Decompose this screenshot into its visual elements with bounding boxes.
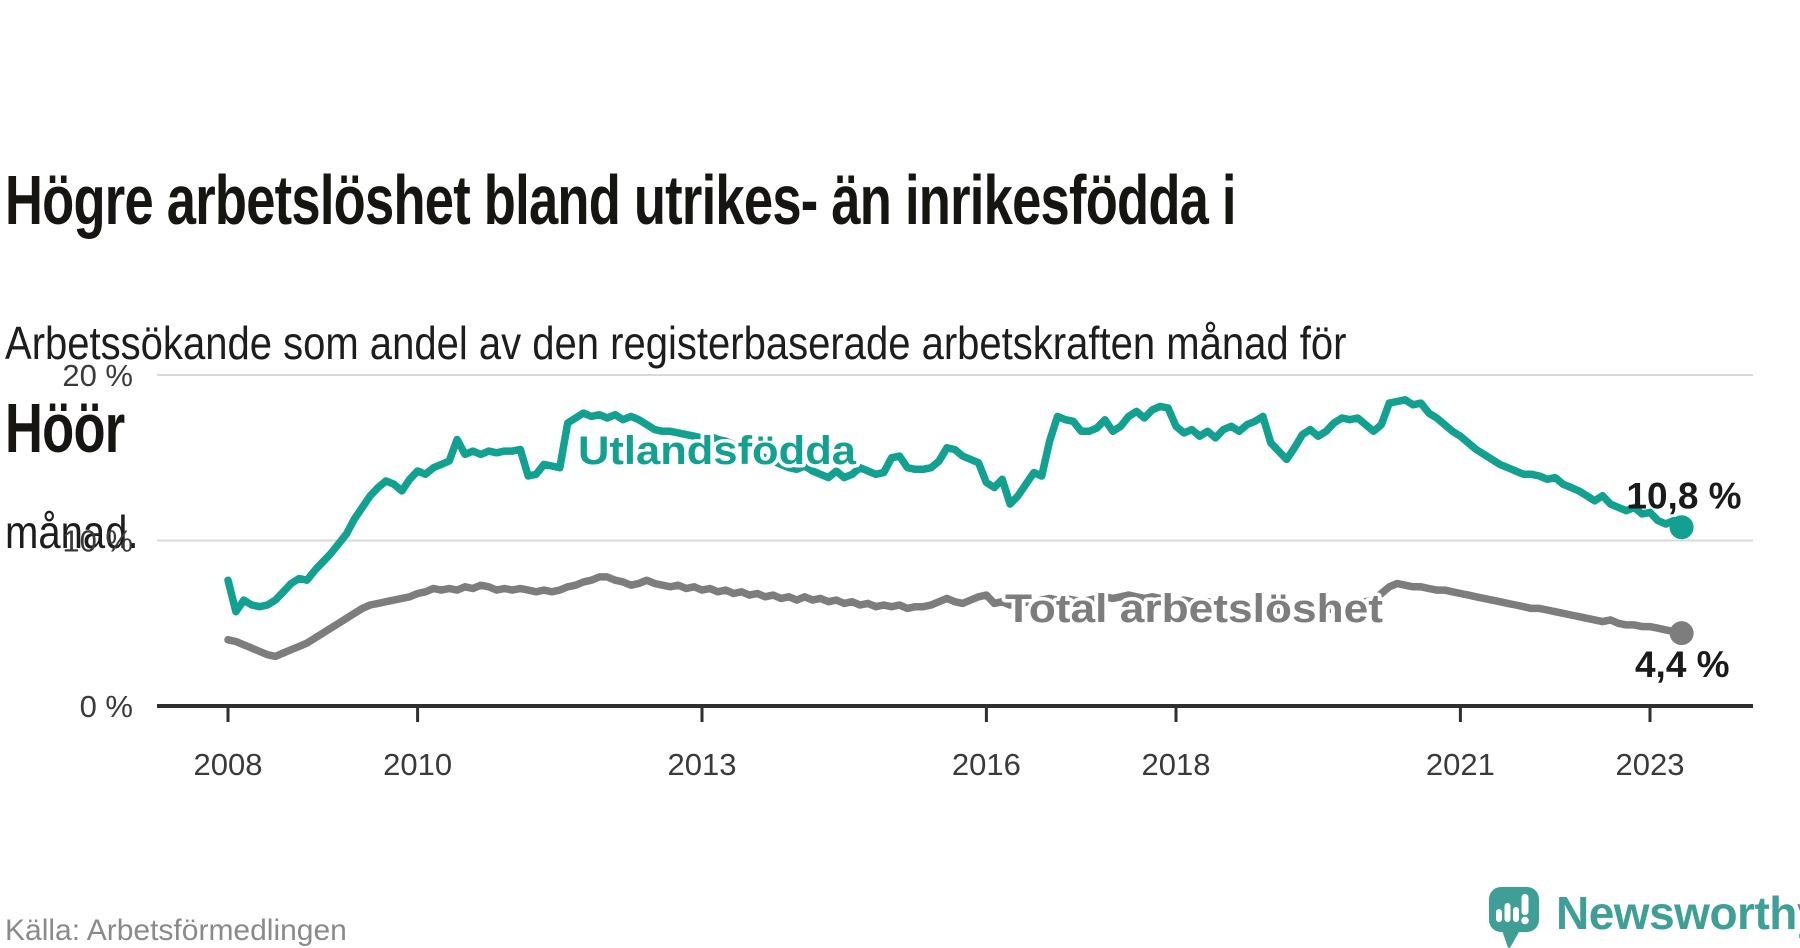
logo-bar-1 [1496, 909, 1502, 922]
page-title: Högre arbetslöshet bland utrikes- än inr… [5, 10, 1237, 618]
x-tick-label: 2023 [1616, 747, 1685, 782]
x-tick-label: 2010 [383, 747, 452, 782]
x-tick-label: 2021 [1426, 747, 1495, 782]
chart-subtitle: Arbetssökande som andel av den registerb… [5, 186, 1346, 690]
series-line-total [224, 573, 1686, 661]
brand-wordmark: Newsworthy [1556, 887, 1800, 939]
newsworthy-logo-icon [1489, 887, 1539, 948]
logo-bar-3 [1513, 907, 1519, 922]
y-axis-labels: 20 % 10 % 0 % [62, 358, 133, 724]
series-lines [224, 396, 1694, 661]
newsworthy-logo: Newsworthy [1489, 887, 1800, 948]
x-axis-labels: 2008 2010 2013 2016 2018 2021 2023 [194, 747, 1685, 782]
series-label-total: Total arbetslöshet [1005, 587, 1383, 631]
series-annotations: 10,8 % 4,4 % Utlandsfödda Total arbetslöshe… [575, 426, 1742, 686]
end-value-label-total: 4,4 % [1635, 644, 1730, 685]
series-end-dot-total [1669, 621, 1694, 646]
x-tick-label: 2016 [952, 747, 1021, 782]
title-line-1: Högre arbetslöshet bland utrikes- än inr… [5, 161, 1237, 239]
x-tick-label: 2013 [668, 747, 737, 782]
subtitle-line-1: Arbetssökande som andel av den registerb… [5, 317, 1347, 369]
gridlines [157, 374, 1753, 542]
x-axis [157, 704, 1753, 722]
source-note: Källa: Arbetsförmedlingen [5, 914, 347, 947]
logo-exclamation-bar [1521, 894, 1529, 915]
x-tick-label: 2018 [1142, 747, 1211, 782]
series-label-utlandsfodda: Utlandsfödda [578, 429, 857, 473]
series-line-utlandsfodda [224, 396, 1686, 616]
y-tick-label: 10 % [62, 524, 133, 559]
subtitle-line-2: månad. [5, 506, 139, 558]
x-tick-label: 2008 [194, 747, 263, 782]
logo-bar-2 [1504, 903, 1511, 922]
y-tick-label: 0 % [80, 689, 133, 724]
logo-exclamation-dot [1521, 916, 1529, 925]
series-end-dot-utlandsfodda [1669, 515, 1694, 540]
title-line-2: Höör [5, 389, 125, 467]
end-value-label-utlandsfodda: 10,8 % [1626, 475, 1741, 516]
y-tick-label: 20 % [62, 358, 133, 393]
